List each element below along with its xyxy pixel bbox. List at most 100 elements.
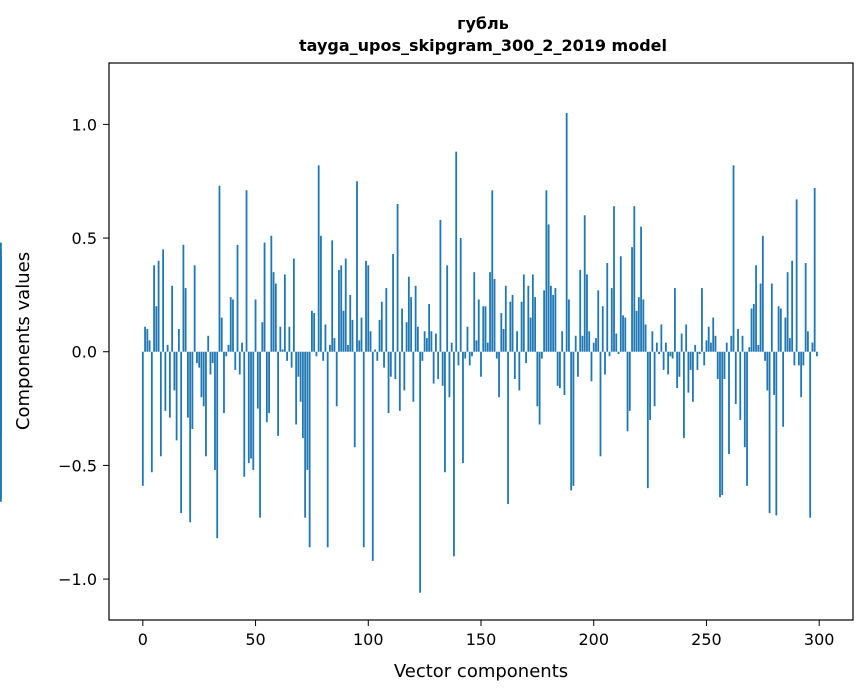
bar (511, 294, 514, 352)
bar (421, 351, 424, 361)
bar (619, 256, 622, 352)
bar (570, 351, 573, 491)
bar (374, 349, 376, 352)
bar (389, 351, 392, 377)
bar (721, 351, 724, 495)
bar (299, 351, 302, 402)
bar (475, 340, 478, 352)
bar (349, 294, 352, 352)
bar (509, 301, 512, 352)
bar (428, 303, 431, 352)
bar (743, 351, 746, 448)
bar (561, 331, 564, 352)
bar (207, 335, 210, 352)
bar (268, 351, 270, 414)
bar (216, 351, 219, 539)
bar (680, 333, 683, 352)
bar (626, 351, 629, 432)
bar (737, 329, 739, 352)
bar (263, 242, 266, 352)
bar (637, 297, 640, 352)
bar (752, 303, 755, 352)
bar (162, 249, 165, 352)
bar (777, 306, 780, 352)
bar (527, 285, 530, 352)
bar (205, 351, 207, 457)
bar (640, 226, 642, 352)
y-tick-label: 1.0 (72, 115, 97, 134)
y-axis-label: Components values (13, 252, 34, 430)
y-tick-label: 0.5 (72, 229, 97, 248)
bar (788, 338, 791, 352)
bar (588, 331, 591, 352)
bar (525, 351, 527, 364)
bar (552, 294, 555, 352)
bar (259, 351, 261, 518)
bar (755, 265, 757, 352)
bar (592, 342, 595, 352)
bar (549, 285, 552, 352)
bar (676, 351, 679, 389)
bar (401, 308, 403, 352)
bar (356, 181, 358, 352)
bar (480, 351, 482, 377)
bar (750, 308, 753, 352)
bar (559, 351, 561, 389)
bar (685, 324, 688, 352)
bar (725, 342, 728, 352)
bar (155, 306, 158, 352)
bar (455, 151, 458, 352)
bar (568, 299, 570, 352)
bar (347, 344, 349, 352)
bar (265, 351, 268, 423)
bar (486, 342, 489, 352)
bar (802, 351, 805, 366)
bar (484, 306, 487, 352)
bar (746, 351, 748, 486)
bar (141, 351, 144, 486)
bar (247, 351, 250, 464)
bar (229, 297, 232, 352)
bar (563, 351, 566, 395)
bar (662, 351, 665, 370)
bar (703, 351, 706, 366)
bar (565, 113, 568, 352)
bar (759, 283, 762, 352)
bar (581, 335, 584, 352)
bar (757, 344, 760, 352)
bar (423, 331, 426, 352)
bar (180, 351, 183, 514)
bar (245, 190, 248, 352)
x-tick-label: 50 (245, 630, 265, 649)
bar (631, 247, 633, 352)
bar (595, 338, 597, 352)
bar (784, 317, 787, 352)
bar (209, 351, 212, 375)
bar (572, 351, 575, 486)
bar (286, 351, 289, 361)
bar (622, 315, 624, 352)
bar (554, 288, 557, 352)
x-axis-ticks: 0 50 100 150 200 250 300 (138, 620, 834, 649)
bar (608, 351, 611, 357)
bar (403, 351, 406, 391)
bar (358, 340, 361, 352)
chart-title-word: губль (457, 14, 509, 33)
bar (425, 338, 428, 352)
bar (615, 333, 618, 352)
bar (238, 351, 241, 375)
bar (495, 351, 498, 359)
bar (719, 351, 721, 498)
x-tick-label: 100 (353, 630, 384, 649)
bar (660, 324, 663, 352)
bar (502, 329, 505, 352)
bar (148, 340, 151, 352)
bars-group (0, 113, 818, 593)
bar (513, 351, 516, 380)
bar (254, 299, 257, 352)
bar (256, 351, 259, 409)
bar (536, 351, 539, 407)
bar (211, 351, 214, 364)
bar (739, 351, 742, 420)
bar (689, 351, 692, 370)
